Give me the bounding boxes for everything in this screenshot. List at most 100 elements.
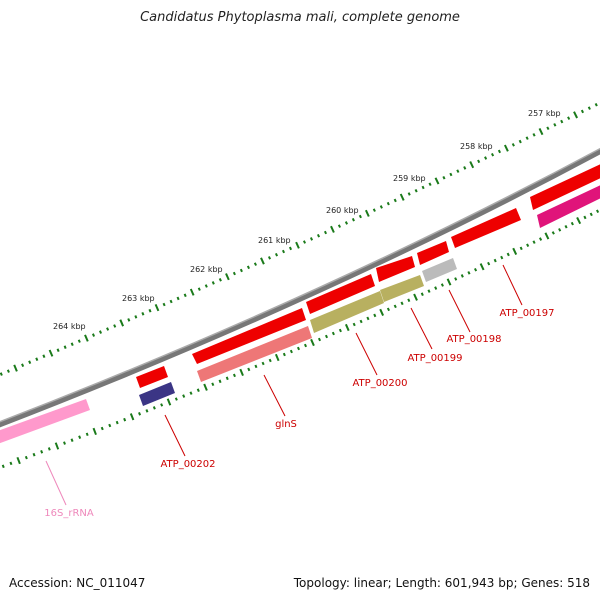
ruler-outer-tick — [169, 299, 173, 304]
feature-cds-offscreen-top[interactable] — [530, 162, 600, 210]
ruler-outer-tick — [399, 193, 405, 201]
ruler-inner-tick — [203, 383, 208, 391]
feature-atp-00199-upper[interactable] — [376, 256, 415, 282]
feature-glns[interactable] — [197, 326, 312, 382]
ruler-inner-tick — [446, 278, 452, 286]
ruler-outer-tick — [225, 273, 230, 281]
ruler-inner-tick — [261, 361, 265, 366]
tick-label-257: 257 kbp — [528, 109, 561, 118]
ruler-outer-tick — [358, 214, 362, 219]
feature-cds-offscreen-mid[interactable] — [537, 183, 600, 228]
ruler-inner-tick — [460, 274, 464, 278]
ruler-outer-tick — [587, 106, 591, 110]
tick-label-263: 263 kbp — [122, 294, 155, 303]
leader-glns — [263, 374, 286, 417]
feature-atp-00197[interactable] — [451, 208, 521, 248]
ruler-outer-tick — [442, 175, 446, 180]
ruler-outer-tick — [518, 139, 522, 144]
feature-glns-upper[interactable] — [192, 308, 306, 364]
ruler-outer-tick — [218, 277, 222, 282]
ruler-outer-tick — [189, 288, 195, 296]
gene-label-atp-00200: ATP_00200 — [352, 378, 407, 389]
ruler-outer-tick — [98, 330, 103, 334]
ruler-outer-tick — [351, 217, 355, 222]
ruler-outer-tick — [364, 209, 370, 217]
ruler-outer-tick — [428, 182, 432, 187]
ruler-outer-tick — [560, 119, 564, 124]
ruler-inner-tick — [92, 427, 97, 436]
ruler-inner-tick — [487, 261, 491, 266]
ruler-inner-tick — [115, 420, 119, 425]
tick-label-264: 264 kbp — [53, 322, 86, 331]
ruler-outer-tick — [337, 224, 342, 228]
ruler-outer-tick — [372, 208, 376, 212]
genome-backbone — [0, 148, 600, 428]
ruler-inner — [1, 209, 600, 469]
ruler-inner-tick — [310, 338, 315, 347]
ruler-outer-tick — [538, 127, 544, 136]
ruler-outer-tick — [56, 348, 60, 352]
ruler-outer-tick — [573, 111, 578, 119]
ruler-inner-tick — [379, 308, 385, 317]
ruler-inner-tick — [232, 373, 236, 378]
gene-label-atp-00202: ATP_00202 — [160, 459, 215, 470]
ruler-inner-tick — [434, 286, 438, 290]
ruler-inner-tick — [123, 417, 127, 422]
ruler-inner-tick — [407, 298, 411, 303]
ruler-inner-tick — [24, 455, 28, 460]
ruler-inner-tick — [303, 343, 308, 348]
feature-atp-00198-upper[interactable] — [417, 241, 449, 265]
leader-atp-00200 — [355, 332, 378, 376]
feature-atp-00202[interactable] — [139, 382, 175, 406]
ruler-inner-tick — [296, 346, 301, 351]
ruler-inner-tick — [493, 258, 497, 263]
ruler-outer — [0, 102, 598, 376]
ruler-outer-tick — [183, 293, 187, 298]
ruler-inner-tick — [366, 316, 370, 321]
genome-backbone-highlight — [0, 147, 600, 423]
feature-atp-00202-upper[interactable] — [136, 366, 168, 388]
ruler-outer-tick — [162, 302, 166, 307]
ruler-outer-tick — [511, 143, 515, 147]
map-title: Candidatus Phytoplasma mali, complete ge… — [140, 10, 460, 25]
ruler-outer-tick — [204, 284, 208, 288]
ruler-outer-tick — [449, 172, 453, 177]
ruler-outer-tick — [113, 324, 117, 328]
ruler-inner-tick — [519, 246, 523, 251]
ruler-inner-tick — [145, 409, 149, 413]
ruler-inner-tick — [344, 323, 350, 332]
ruler-outer-tick — [6, 369, 10, 373]
ruler-inner-tick — [576, 216, 582, 225]
ruler-inner-tick — [427, 289, 431, 293]
ruler-outer-tick — [141, 312, 145, 316]
ruler-inner-tick — [16, 456, 21, 465]
ruler-inner-tick — [544, 232, 550, 240]
ruler-inner-tick — [218, 379, 222, 384]
feature-atp-00198[interactable] — [422, 258, 457, 282]
leader-16s-rrna — [45, 460, 67, 506]
ruler-inner-tick — [268, 358, 272, 363]
ruler-outer-tick — [91, 333, 96, 337]
ruler-inner-tick — [570, 221, 574, 226]
ruler-outer-tick — [274, 252, 279, 257]
ruler-inner-tick — [138, 412, 142, 416]
feature-atp-00200[interactable] — [310, 291, 384, 333]
ruler-inner-tick — [512, 247, 518, 256]
feature-atp-00200-upper[interactable] — [306, 274, 375, 314]
ruler-inner-tick — [400, 301, 404, 306]
ruler-outer-tick — [463, 166, 467, 170]
ruler-inner-tick — [558, 228, 562, 232]
ruler-outer-tick — [176, 296, 180, 301]
ruler-inner-tick — [331, 331, 335, 336]
ruler-inner-tick — [247, 367, 251, 372]
ruler-inner-tick — [152, 406, 156, 410]
feature-16s-rrna[interactable] — [0, 399, 90, 445]
ruler-outer-tick — [393, 198, 397, 203]
ruler-outer-tick — [260, 257, 265, 265]
ruler-outer-tick — [42, 354, 46, 358]
feature-atp-00199[interactable] — [380, 275, 424, 302]
ruler-outer-tick — [316, 233, 321, 238]
tick-label-259: 259 kbp — [393, 174, 426, 183]
gene-label-glns: glnS — [275, 419, 297, 430]
